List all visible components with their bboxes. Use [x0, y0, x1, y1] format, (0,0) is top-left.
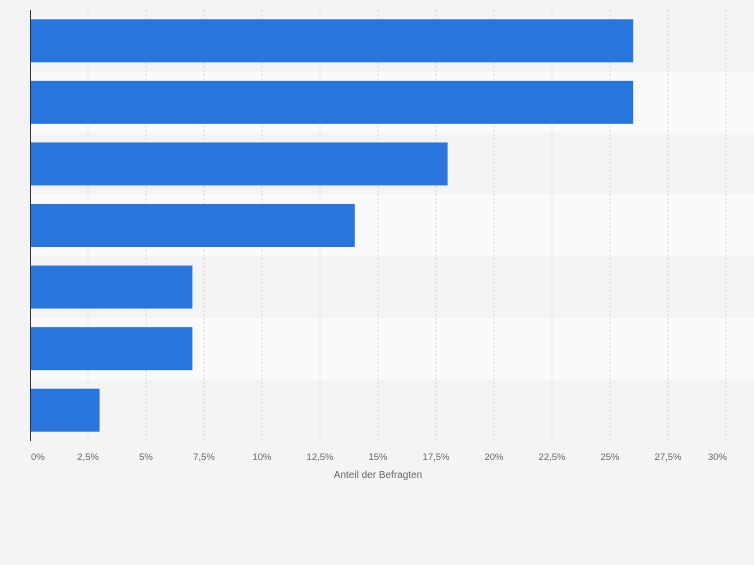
bar-0	[30, 19, 634, 63]
x-tick-label-0: 0%	[31, 452, 45, 463]
bar-1	[30, 80, 634, 124]
x-tick-label-12: 30%	[708, 452, 728, 463]
x-axis-label: Anteil der Befragten	[334, 470, 422, 481]
bar-5	[30, 327, 193, 371]
bar-2	[30, 142, 448, 186]
x-tick-label-2: 5%	[139, 452, 153, 463]
x-tick-label-4: 10%	[252, 452, 272, 463]
x-tick-label-3: 7,5%	[193, 452, 215, 463]
x-tick-label-10: 25%	[600, 452, 620, 463]
bar-6	[30, 388, 100, 432]
x-tick-label-11: 27,5%	[655, 452, 682, 463]
x-tick-label-7: 17,5%	[423, 452, 450, 463]
x-tick-label-5: 12,5%	[307, 452, 334, 463]
bars	[30, 19, 634, 432]
row-band-6	[30, 379, 754, 441]
x-tick-labels: 0% 2,5% 5% 7,5% 10% 12,5% 15% 17,5% 20% 22,5% 25% 2…	[31, 452, 728, 463]
bar-4	[30, 265, 193, 309]
x-tick-label-9: 22,5%	[539, 452, 566, 463]
x-tick-label-1: 2,5%	[77, 452, 99, 463]
x-tick-label-8: 20%	[484, 452, 504, 463]
bar-3	[30, 204, 355, 247]
x-tick-label-6: 15%	[368, 452, 388, 463]
